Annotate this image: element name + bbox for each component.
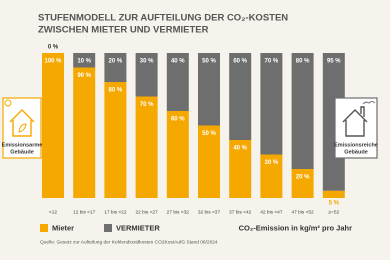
legend-swatch — [40, 224, 48, 232]
house-icon — [342, 106, 368, 137]
value-label: 95 % — [327, 59, 341, 65]
icon-box — [334, 97, 378, 159]
bar-segment — [135, 96, 158, 198]
house-icon — [9, 109, 35, 137]
value-label: 10 % — [77, 59, 91, 65]
chart-title: ZWISCHEN MIETER UND VERMIETER — [38, 25, 209, 36]
value-label: 20 % — [109, 59, 123, 65]
annotation: Gebäude — [10, 149, 34, 155]
x-tick-label: 32 bis <37 — [198, 209, 221, 215]
annotation: Emissionsarme — [2, 142, 43, 148]
x-tick-label: 22 bis <27 — [135, 209, 158, 215]
value-label: 70 % — [265, 59, 279, 65]
bar-segment — [42, 53, 64, 198]
value-label: 60 % — [233, 59, 247, 65]
bar-segment — [260, 154, 283, 198]
value-label: 30 % — [265, 160, 279, 166]
x-axis-label: CO₂-Emission in kg/m² pro Jahr — [239, 223, 352, 232]
value-label: 40 % — [171, 59, 185, 65]
value-label: 0 % — [48, 45, 59, 51]
annotation: Emissionsreiche — [334, 142, 378, 148]
source: Quelle: Gesetz zur Aufteilung der Kohlen… — [40, 239, 218, 245]
value-label: 70 % — [140, 102, 154, 108]
x-tick-label: ≥=52 — [328, 209, 339, 215]
x-tick-label: <12 — [49, 209, 57, 215]
bar-segment — [260, 53, 283, 155]
bar-segment — [198, 125, 220, 198]
bar-segment — [166, 53, 189, 111]
bar-segment — [73, 53, 96, 68]
bar-segment — [291, 169, 314, 198]
value-label: 90 % — [77, 73, 91, 79]
value-label: 5 % — [329, 201, 340, 207]
bar-segment — [291, 53, 314, 169]
value-label: 20 % — [296, 175, 310, 181]
value-label: 100 % — [44, 59, 62, 65]
bar-segment — [73, 67, 96, 198]
sun-icon — [4, 99, 12, 107]
bar-segment — [166, 111, 189, 198]
value-label: 60 % — [171, 117, 185, 123]
bar-segment — [198, 53, 220, 126]
legend-swatch — [104, 224, 112, 232]
value-label: 30 % — [140, 59, 154, 65]
annotation: Gebäude — [344, 149, 368, 155]
icons: Emissionsarme Gebäude Emissionsreiche Ge… — [2, 97, 378, 159]
value-label: 80 % — [296, 59, 310, 65]
x-tick-label: 37 bis <42 — [229, 209, 252, 215]
x-tick-label: 47 bis <52 — [291, 209, 314, 215]
x-tick-label: 12 bis <17 — [73, 209, 96, 215]
value-label: 40 % — [233, 146, 247, 152]
icon-box — [2, 97, 42, 159]
x-tick-label: 42 bis <47 — [260, 209, 283, 215]
chart-title: STUFENMODELL ZUR AUFTEILUNG DER CO₂-KOST… — [38, 13, 288, 24]
value-label: 50 % — [202, 131, 216, 137]
value-label: 80 % — [109, 88, 123, 94]
value-label: 50 % — [202, 59, 216, 65]
legend-label: Mieter — [52, 223, 74, 232]
bar-segment — [104, 82, 127, 198]
bar-segment — [104, 53, 127, 82]
bar-segment — [229, 53, 252, 140]
bar-segment — [322, 190, 345, 198]
smoke-icon — [362, 101, 376, 105]
x-tick-label: 27 bis <32 — [167, 209, 190, 215]
bar-segment — [229, 140, 252, 198]
leaf-icon — [18, 123, 27, 133]
bar-segment — [135, 53, 158, 97]
legend-label: VERMIETER — [116, 223, 160, 232]
x-tick-label: 17 bis <22 — [104, 209, 127, 215]
